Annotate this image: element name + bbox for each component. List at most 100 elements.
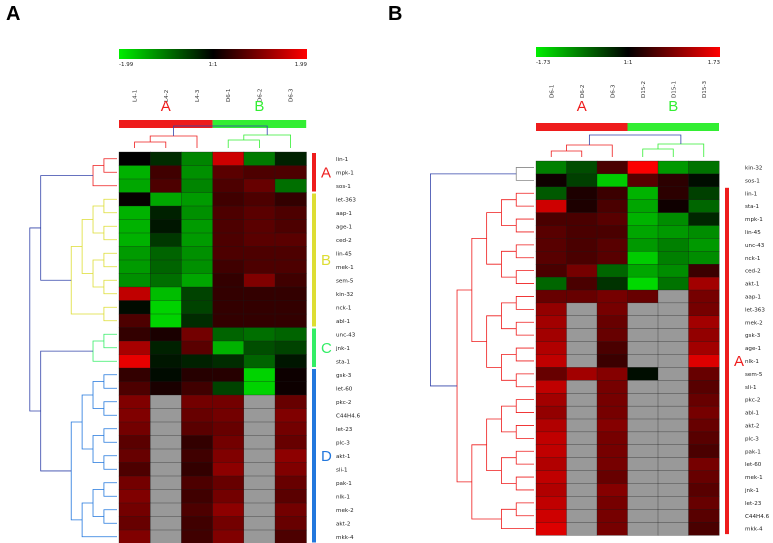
heatmap-cell (688, 225, 720, 239)
row-dendrogram-branch (515, 192, 534, 207)
heatmap-cell (150, 300, 182, 315)
heatmap-cell (212, 205, 245, 220)
row-label: pak-1 (745, 449, 761, 455)
heatmap-cell (657, 199, 689, 214)
row-cluster-bar (312, 153, 316, 192)
heatmap-cell (118, 340, 151, 355)
row-label: mek-2 (336, 508, 354, 514)
heatmap-cell (243, 300, 276, 315)
row-label: abl-1 (336, 319, 351, 325)
heatmap-cell (657, 212, 689, 226)
heatmap-cell (243, 327, 276, 342)
heatmap-cell (181, 421, 214, 436)
heatmap-cell (212, 300, 245, 315)
heatmap-cell (627, 367, 659, 381)
row-dendrogram-branch (40, 350, 94, 472)
heatmap-cell (596, 302, 628, 317)
row-dendrogram-branch (515, 218, 534, 233)
heatmap-cell (657, 496, 689, 510)
heatmap-cell (243, 489, 276, 504)
heatmap-cell (657, 393, 689, 407)
heatmap-cell (535, 522, 567, 536)
heatmap-cell (212, 273, 245, 288)
heatmap-cell (566, 302, 598, 317)
heatmap-cell (657, 251, 689, 265)
row-dendrogram-branch (515, 399, 534, 413)
heatmap-cell (150, 354, 182, 369)
heatmap-cell (243, 435, 276, 450)
heatmap-cell (274, 421, 307, 436)
heatmap-cell (181, 192, 214, 207)
column-group-bar (627, 123, 719, 131)
heatmap-cell (627, 225, 659, 239)
heatmap-cell (243, 219, 276, 234)
color-scale-mid-label: 1:1 (624, 60, 633, 66)
heatmap-cell (657, 509, 689, 523)
heatmap-cell (118, 286, 151, 301)
row-label: age-1 (745, 346, 761, 352)
heatmap-cell (535, 470, 567, 484)
heatmap-cell (657, 276, 689, 291)
row-dendrogram-branch (92, 340, 117, 362)
heatmap-cell (566, 354, 598, 368)
heatmap-cell (150, 313, 182, 328)
heatmap-cell (274, 354, 307, 369)
heatmap-cell (150, 516, 182, 531)
heatmap-cell (535, 496, 567, 510)
row-label: mkk-4 (745, 527, 763, 533)
heatmap-cell (535, 457, 567, 472)
heatmap-cell (212, 313, 245, 328)
heatmap-cell (566, 289, 598, 304)
row-dendrogram-branch (103, 306, 117, 322)
heatmap-cell (535, 276, 567, 291)
heatmap-cell (150, 273, 182, 288)
heatmap-cell (657, 173, 689, 188)
heatmap-cell (181, 340, 214, 355)
row-cluster-label: A (321, 164, 331, 181)
heatmap-cell (596, 393, 628, 407)
heatmap-cell (535, 354, 567, 368)
heatmap-cell (596, 264, 628, 278)
row-dendrogram-branch (501, 457, 517, 484)
column-label: D6-1 (226, 88, 232, 102)
heatmap-cell (212, 259, 245, 274)
heatmap-cell (150, 340, 182, 355)
column-dendrogram-branch (227, 139, 260, 148)
row-dendrogram-branch (501, 354, 517, 381)
heatmap-cell (118, 475, 151, 490)
heatmap-cell (150, 165, 182, 180)
heatmap-cell (274, 205, 307, 220)
heatmap-cell (566, 496, 598, 510)
heatmap-cell (627, 251, 659, 265)
heatmap-cell (181, 300, 214, 315)
heatmap-cell (118, 435, 151, 450)
row-cluster-label: A (734, 353, 744, 370)
heatmap-cell (243, 462, 276, 477)
heatmap-panel-b: -1.73 1:1 1.73 D6-1 D6-2 D6-3 D15-2 D15-1 D15-3 A… (430, 47, 770, 536)
heatmap-cell (627, 341, 659, 355)
heatmap-cell (657, 238, 689, 252)
heatmap-cell (243, 475, 276, 490)
heatmap-cell (627, 238, 659, 252)
heatmap-cell (688, 199, 720, 214)
row-label: nck-1 (745, 256, 761, 262)
heatmap-cell (274, 232, 307, 247)
row-dendrogram-branch (501, 302, 517, 330)
heatmap-cell (566, 380, 598, 394)
heatmap-cell (150, 367, 182, 382)
row-label: sem-5 (745, 372, 763, 378)
heatmap-cell (243, 354, 276, 369)
heatmap-cell (566, 276, 598, 291)
heatmap-cell (212, 489, 245, 504)
row-label: nlk-1 (745, 359, 759, 365)
color-scale-max-label: 1.73 (708, 60, 721, 66)
heatmap-cell (596, 173, 628, 188)
heatmap-cell (243, 192, 276, 207)
row-dendrogram-branch (486, 315, 502, 368)
heatmap-cell (118, 529, 151, 543)
heatmap-cell (274, 273, 307, 288)
heatmap-cell (243, 529, 276, 543)
heatmap-cell (181, 394, 214, 409)
heatmap-cell (627, 199, 659, 214)
row-label: sli-1 (745, 385, 757, 391)
